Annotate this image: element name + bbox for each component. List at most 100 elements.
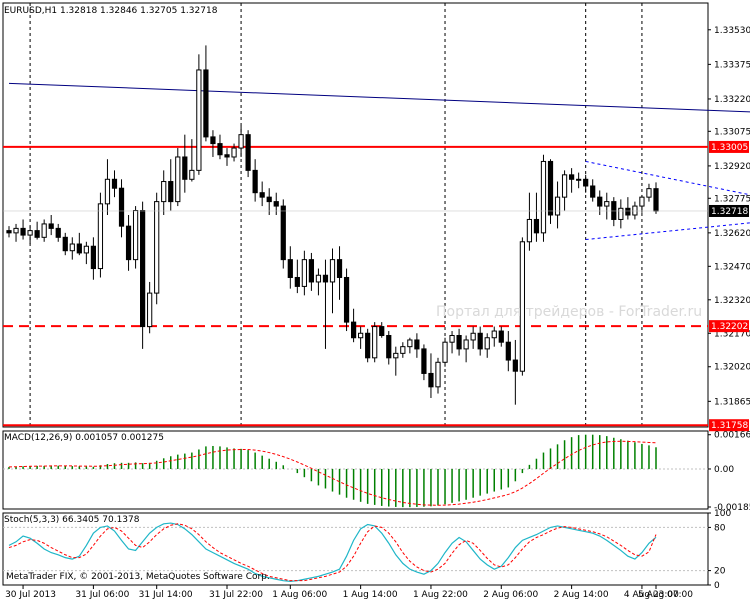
candle-body (526, 218, 533, 243)
candle-body (421, 348, 427, 374)
candle-body (294, 276, 300, 287)
candle-body (83, 245, 89, 254)
candle-body (343, 276, 350, 323)
candle-body (41, 223, 47, 238)
candle-body (154, 201, 160, 294)
macd-header: MACD(12,26,9) 0.001057 0.001275 (4, 433, 164, 443)
candle-body (48, 223, 54, 229)
level-label-box (709, 419, 749, 432)
candle-body (90, 245, 97, 270)
candle-body (224, 154, 230, 158)
copyright-notice: MetaTrader FIX, © 2001-2013, MetaQuotes … (6, 572, 270, 582)
candle-body (217, 143, 223, 156)
price-tick-label: 1.32775 (714, 194, 750, 204)
candle-body (76, 243, 82, 254)
stochastic-header: Stoch(5,3,3) 66.3405 70.1378 (4, 515, 140, 525)
candle-body (428, 372, 434, 388)
candle-body (266, 196, 272, 203)
price-tick-label: 1.32920 (714, 162, 750, 172)
candle-body (583, 178, 589, 187)
candle-body (329, 259, 336, 283)
candle-body (533, 218, 540, 234)
candle-body (386, 335, 392, 359)
price-header: EURUSD,H1 1.32818 1.32846 1.32705 1.3271… (4, 6, 218, 16)
price-tick-label: 1.33075 (714, 127, 750, 137)
candle-body (252, 169, 258, 194)
time-tick-label: 4 Aug 23:00 (624, 590, 679, 600)
candle-body (400, 346, 406, 354)
candle-body (118, 187, 125, 227)
candle-body (13, 227, 19, 234)
candle-body (512, 359, 518, 372)
trendline (8, 82, 750, 113)
current-price-label: 1.32718 (711, 207, 748, 217)
candle-body (442, 341, 448, 363)
time-axis: 30 Jul 2013 31 Jul 06:00 31 Jul 14:00 31 Ju… (5, 585, 693, 600)
level-label: 1.31758 (711, 421, 748, 431)
panel-frame (2, 2, 709, 428)
time-tick-label: 1 Aug 06:00 (272, 590, 327, 600)
candle-body (456, 335, 462, 350)
candle-body (34, 230, 40, 238)
price-tick-label: 1.32170 (714, 329, 750, 339)
panel-frame (2, 512, 709, 586)
candle-body (358, 332, 364, 339)
price-tick-label: 1.32470 (714, 262, 750, 272)
price-tick-label: 1.32620 (714, 229, 750, 239)
candle-body (175, 156, 181, 203)
stoch-tick-label: 100 (714, 509, 731, 519)
candle-body (597, 196, 603, 207)
candle-body (372, 326, 378, 359)
candle-body (639, 196, 645, 207)
candle-body (301, 259, 307, 287)
stoch-tick-label: 0 (714, 581, 720, 591)
level-label: 1.33005 (711, 143, 748, 153)
candle-body (414, 339, 420, 350)
candle-body (653, 188, 659, 212)
candle-body (590, 185, 596, 198)
candle-body (245, 134, 251, 171)
watermark: Портал для трейдеров - ForTrader.ru (436, 304, 702, 320)
panel-frame (2, 430, 709, 510)
time-tick-label: 31 Jul 22:00 (209, 590, 263, 600)
candle-body (196, 69, 202, 171)
macd-tick-label: 0.001668 (714, 431, 750, 441)
time-tick-label: 1 Aug 14:00 (343, 590, 398, 600)
macd-tick-label: 0.00 (714, 465, 734, 475)
candle-body (259, 192, 265, 198)
candle-body (576, 178, 582, 181)
candle-body (625, 207, 631, 216)
candle-body (484, 337, 490, 350)
candle-body (632, 205, 638, 216)
candle-body (203, 69, 209, 138)
candle-body (365, 332, 371, 359)
candle-body (350, 321, 357, 339)
candle-body (125, 225, 132, 261)
time-tick-label: 31 Jul 06:00 (75, 590, 129, 600)
candle-body (210, 136, 216, 145)
candle-body (435, 361, 441, 388)
price-tick-label: 1.31865 (714, 397, 750, 407)
candle-body (189, 169, 195, 180)
candle-body (182, 156, 188, 180)
time-tick-label: 5 Aug 07:00 (638, 590, 693, 600)
candle-body (273, 201, 279, 207)
candle-body (231, 147, 237, 158)
candle-body (322, 274, 329, 283)
stochastic-panel: 100 80 20 0 (2, 509, 731, 591)
time-tick-label: 31 Jul 14:00 (139, 590, 193, 600)
macd-signal-line (8, 440, 657, 506)
candle-body (604, 201, 610, 207)
time-tick-label: 2 Aug 06:00 (483, 590, 538, 600)
candle-body (69, 243, 75, 252)
stoch-tick-label: 20 (714, 567, 726, 577)
candle-body (477, 332, 483, 350)
candle-body (547, 160, 554, 216)
candle-body (280, 205, 286, 261)
candle-body (287, 259, 293, 278)
stoch-tick-label: 80 (714, 523, 726, 533)
candle-body (315, 274, 322, 283)
stoch-main-line (8, 522, 657, 583)
candle-body (379, 326, 385, 337)
